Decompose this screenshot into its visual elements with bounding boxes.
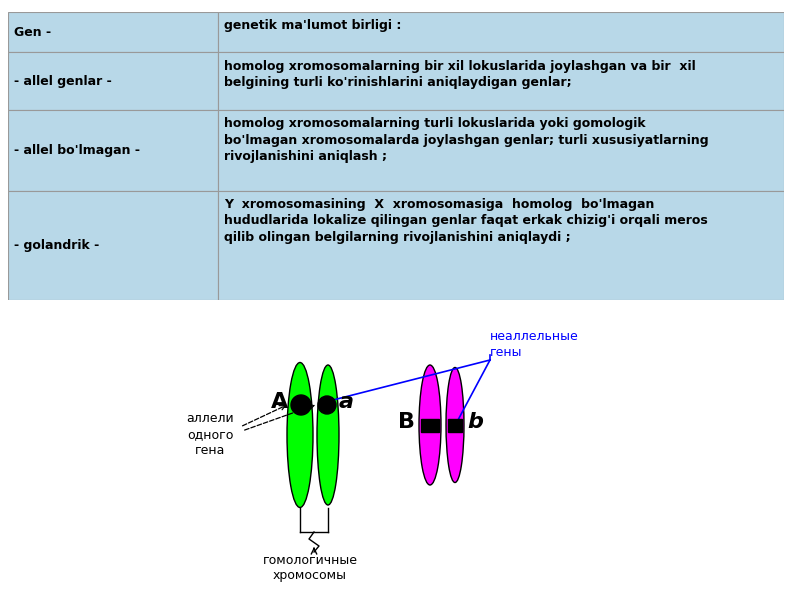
Text: - golandrik -: - golandrik - bbox=[14, 239, 99, 252]
Text: genetik ma'lumot birligi :: genetik ma'lumot birligi : bbox=[224, 19, 401, 32]
Text: a: a bbox=[338, 392, 354, 412]
Text: Gen -: Gen - bbox=[14, 26, 51, 38]
Bar bbox=[218, 52, 784, 110]
Text: аллели
одного
гена: аллели одного гена bbox=[186, 413, 234, 457]
Text: homolog xromosomalarning bir xil lokuslarida joylashgan va bir  xil
belgining tu: homolog xromosomalarning bir xil lokusla… bbox=[224, 59, 695, 89]
Text: b: b bbox=[467, 412, 483, 432]
Bar bbox=[8, 191, 218, 300]
Text: A: A bbox=[271, 392, 289, 412]
Bar bbox=[8, 52, 218, 110]
Bar bbox=[8, 110, 218, 191]
Bar bbox=[218, 110, 784, 191]
Ellipse shape bbox=[287, 362, 313, 508]
Text: - allel bo'lmagan -: - allel bo'lmagan - bbox=[14, 144, 140, 157]
Text: Y  xromosomasining  X  xromosomasiga  homolog  bo'lmagan
hududlarida lokalize qi: Y xromosomasining X xromosomasiga homolo… bbox=[224, 198, 707, 244]
Text: неаллельные
гены: неаллельные гены bbox=[490, 331, 578, 359]
Ellipse shape bbox=[317, 365, 339, 505]
Text: - allel genlar -: - allel genlar - bbox=[14, 74, 112, 88]
Bar bbox=[8, 12, 218, 52]
Bar bbox=[218, 12, 784, 52]
Ellipse shape bbox=[419, 365, 441, 485]
Text: B: B bbox=[398, 412, 414, 432]
Text: homolog xromosomalarning turli lokuslarida yoki gomologik
bo'lmagan xromosomalar: homolog xromosomalarning turli lokuslari… bbox=[224, 117, 708, 163]
Bar bbox=[421, 419, 439, 432]
Text: гомологичные
хромосомы: гомологичные хромосомы bbox=[262, 553, 358, 583]
Bar bbox=[448, 419, 462, 432]
Circle shape bbox=[291, 395, 311, 415]
Circle shape bbox=[318, 396, 336, 414]
Bar bbox=[218, 191, 784, 300]
Ellipse shape bbox=[446, 367, 464, 482]
